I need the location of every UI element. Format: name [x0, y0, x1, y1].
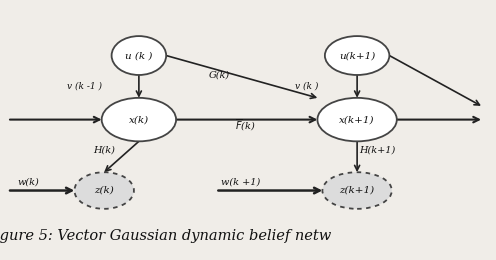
Ellipse shape	[322, 172, 392, 209]
Text: w(k): w(k)	[17, 178, 39, 187]
Text: w(k +1): w(k +1)	[221, 178, 260, 187]
Ellipse shape	[325, 36, 389, 75]
Text: u(k+1): u(k+1)	[339, 51, 375, 60]
Ellipse shape	[74, 172, 134, 209]
Text: H(k): H(k)	[93, 146, 115, 155]
Ellipse shape	[112, 36, 166, 75]
Text: z(k): z(k)	[94, 186, 114, 195]
Text: u (k ): u (k )	[125, 51, 153, 60]
Text: v (k ): v (k )	[295, 82, 318, 91]
Text: v (k -1 ): v (k -1 )	[67, 82, 102, 91]
Text: x(k): x(k)	[129, 115, 149, 124]
Text: x(k+1): x(k+1)	[339, 115, 375, 124]
Text: z(k+1): z(k+1)	[340, 186, 374, 195]
Ellipse shape	[102, 98, 176, 141]
Text: H(k+1): H(k+1)	[360, 146, 396, 155]
Text: igure 5: Vector Gaussian dynamic belief netw: igure 5: Vector Gaussian dynamic belief …	[0, 229, 331, 243]
Ellipse shape	[317, 98, 397, 141]
Text: G(k): G(k)	[208, 70, 230, 80]
Text: $\overline{F}$(k): $\overline{F}$(k)	[235, 117, 256, 133]
